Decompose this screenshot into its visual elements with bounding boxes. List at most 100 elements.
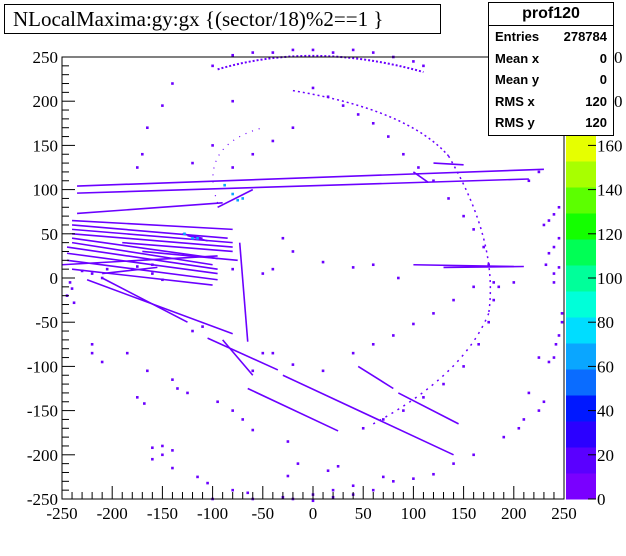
data-point: [231, 192, 234, 196]
stats-label: Entries: [495, 29, 540, 44]
data-point: [196, 236, 199, 240]
data-point: [452, 462, 455, 465]
palette-bin: [566, 395, 596, 422]
data-point: [331, 51, 335, 54]
data-point: [125, 351, 129, 355]
data-point: [361, 426, 365, 430]
stats-name: prof120: [489, 3, 613, 26]
data-point: [231, 488, 234, 492]
data-point: [176, 387, 179, 390]
stats-value: 278784: [563, 29, 607, 44]
data-point: [90, 351, 94, 355]
data-point: [186, 391, 189, 395]
palette-bin: [566, 291, 596, 318]
data-point: [517, 426, 521, 430]
stats-label: Mean y: [495, 72, 540, 87]
x-tick-label: 200: [501, 504, 527, 523]
data-point: [554, 343, 558, 346]
track-line: [122, 241, 233, 253]
axes: -250 -200 -150 -100 -50 0 50 100 150 200 250 250 200…: [27, 48, 577, 523]
data-point: [552, 245, 556, 249]
track-line: [77, 168, 544, 187]
data-point: [552, 281, 556, 284]
data-point: [241, 197, 245, 200]
data-point: [472, 228, 475, 231]
data-point: [231, 409, 234, 412]
data-point: [557, 236, 561, 240]
track-line: [217, 188, 254, 208]
data-point: [136, 396, 139, 399]
data-point: [271, 139, 275, 143]
data-point: [487, 320, 490, 324]
track-line: [433, 162, 464, 166]
track-line: [207, 337, 279, 371]
data-point: [557, 205, 561, 209]
track-line: [142, 250, 238, 262]
data-point: [183, 232, 186, 236]
x-tick-label: -200: [97, 504, 128, 523]
data-point: [422, 64, 425, 68]
data-point: [544, 263, 548, 267]
data-point: [336, 464, 340, 468]
data-point: [271, 51, 275, 54]
data-point: [447, 197, 450, 200]
data-point: [492, 281, 496, 284]
data-point: [462, 365, 465, 368]
stats-row: RMS x 120: [489, 91, 613, 113]
data-point: [487, 263, 490, 267]
track-line: [238, 242, 249, 342]
stats-value: 0: [599, 72, 607, 87]
data-point: [151, 457, 154, 461]
data-point: [321, 369, 325, 373]
data-point: [171, 82, 174, 85]
data-point: [105, 267, 109, 271]
track-line: [357, 365, 394, 390]
data-point: [136, 166, 139, 169]
data-point: [371, 51, 375, 54]
data-point: [432, 179, 435, 183]
data-point: [146, 369, 149, 373]
data-point: [311, 499, 315, 503]
stats-row: Mean y 0: [489, 69, 613, 91]
palette-bin: [566, 343, 596, 370]
z-tick-label: 100: [597, 269, 623, 288]
data-point: [161, 453, 164, 457]
data-point: [392, 334, 395, 337]
data-point: [326, 95, 330, 99]
data-point: [482, 245, 485, 249]
chart-title-text: NLocalMaxima:gy:gx {(sector/18)%2==1 }: [13, 7, 384, 31]
stats-value: 120: [585, 93, 607, 109]
data-point: [547, 251, 551, 255]
palette-bin: [566, 187, 596, 214]
data-point: [251, 428, 255, 432]
data-point: [271, 351, 275, 355]
data-point: [151, 272, 154, 275]
stats-row: RMS y 120: [489, 112, 613, 134]
data-point: [321, 260, 325, 264]
stats-label: Mean x: [495, 50, 540, 66]
z-tick-label: 160: [597, 136, 623, 155]
track-line: [182, 233, 203, 240]
data-point: [351, 48, 355, 52]
y-tick-label: 0: [50, 269, 59, 288]
data-point: [216, 400, 219, 404]
y-tick-label: 50: [41, 225, 58, 244]
data-point: [90, 272, 94, 275]
y-tick-label: -150: [27, 402, 58, 421]
x-tick-label: 0: [309, 504, 318, 523]
data-point: [552, 272, 556, 275]
x-tick-label: -50: [251, 504, 274, 523]
data-point: [552, 213, 556, 216]
data-point: [251, 152, 255, 156]
stats-value: 0: [599, 50, 607, 66]
palette-bin: [566, 317, 596, 344]
data-point: [231, 99, 234, 103]
ring-arc: [447, 155, 492, 314]
data-point: [211, 144, 214, 147]
y-tick-label: 100: [33, 181, 59, 200]
palette-bin: [566, 369, 596, 396]
data-point: [231, 166, 234, 169]
data-point: [236, 198, 239, 202]
